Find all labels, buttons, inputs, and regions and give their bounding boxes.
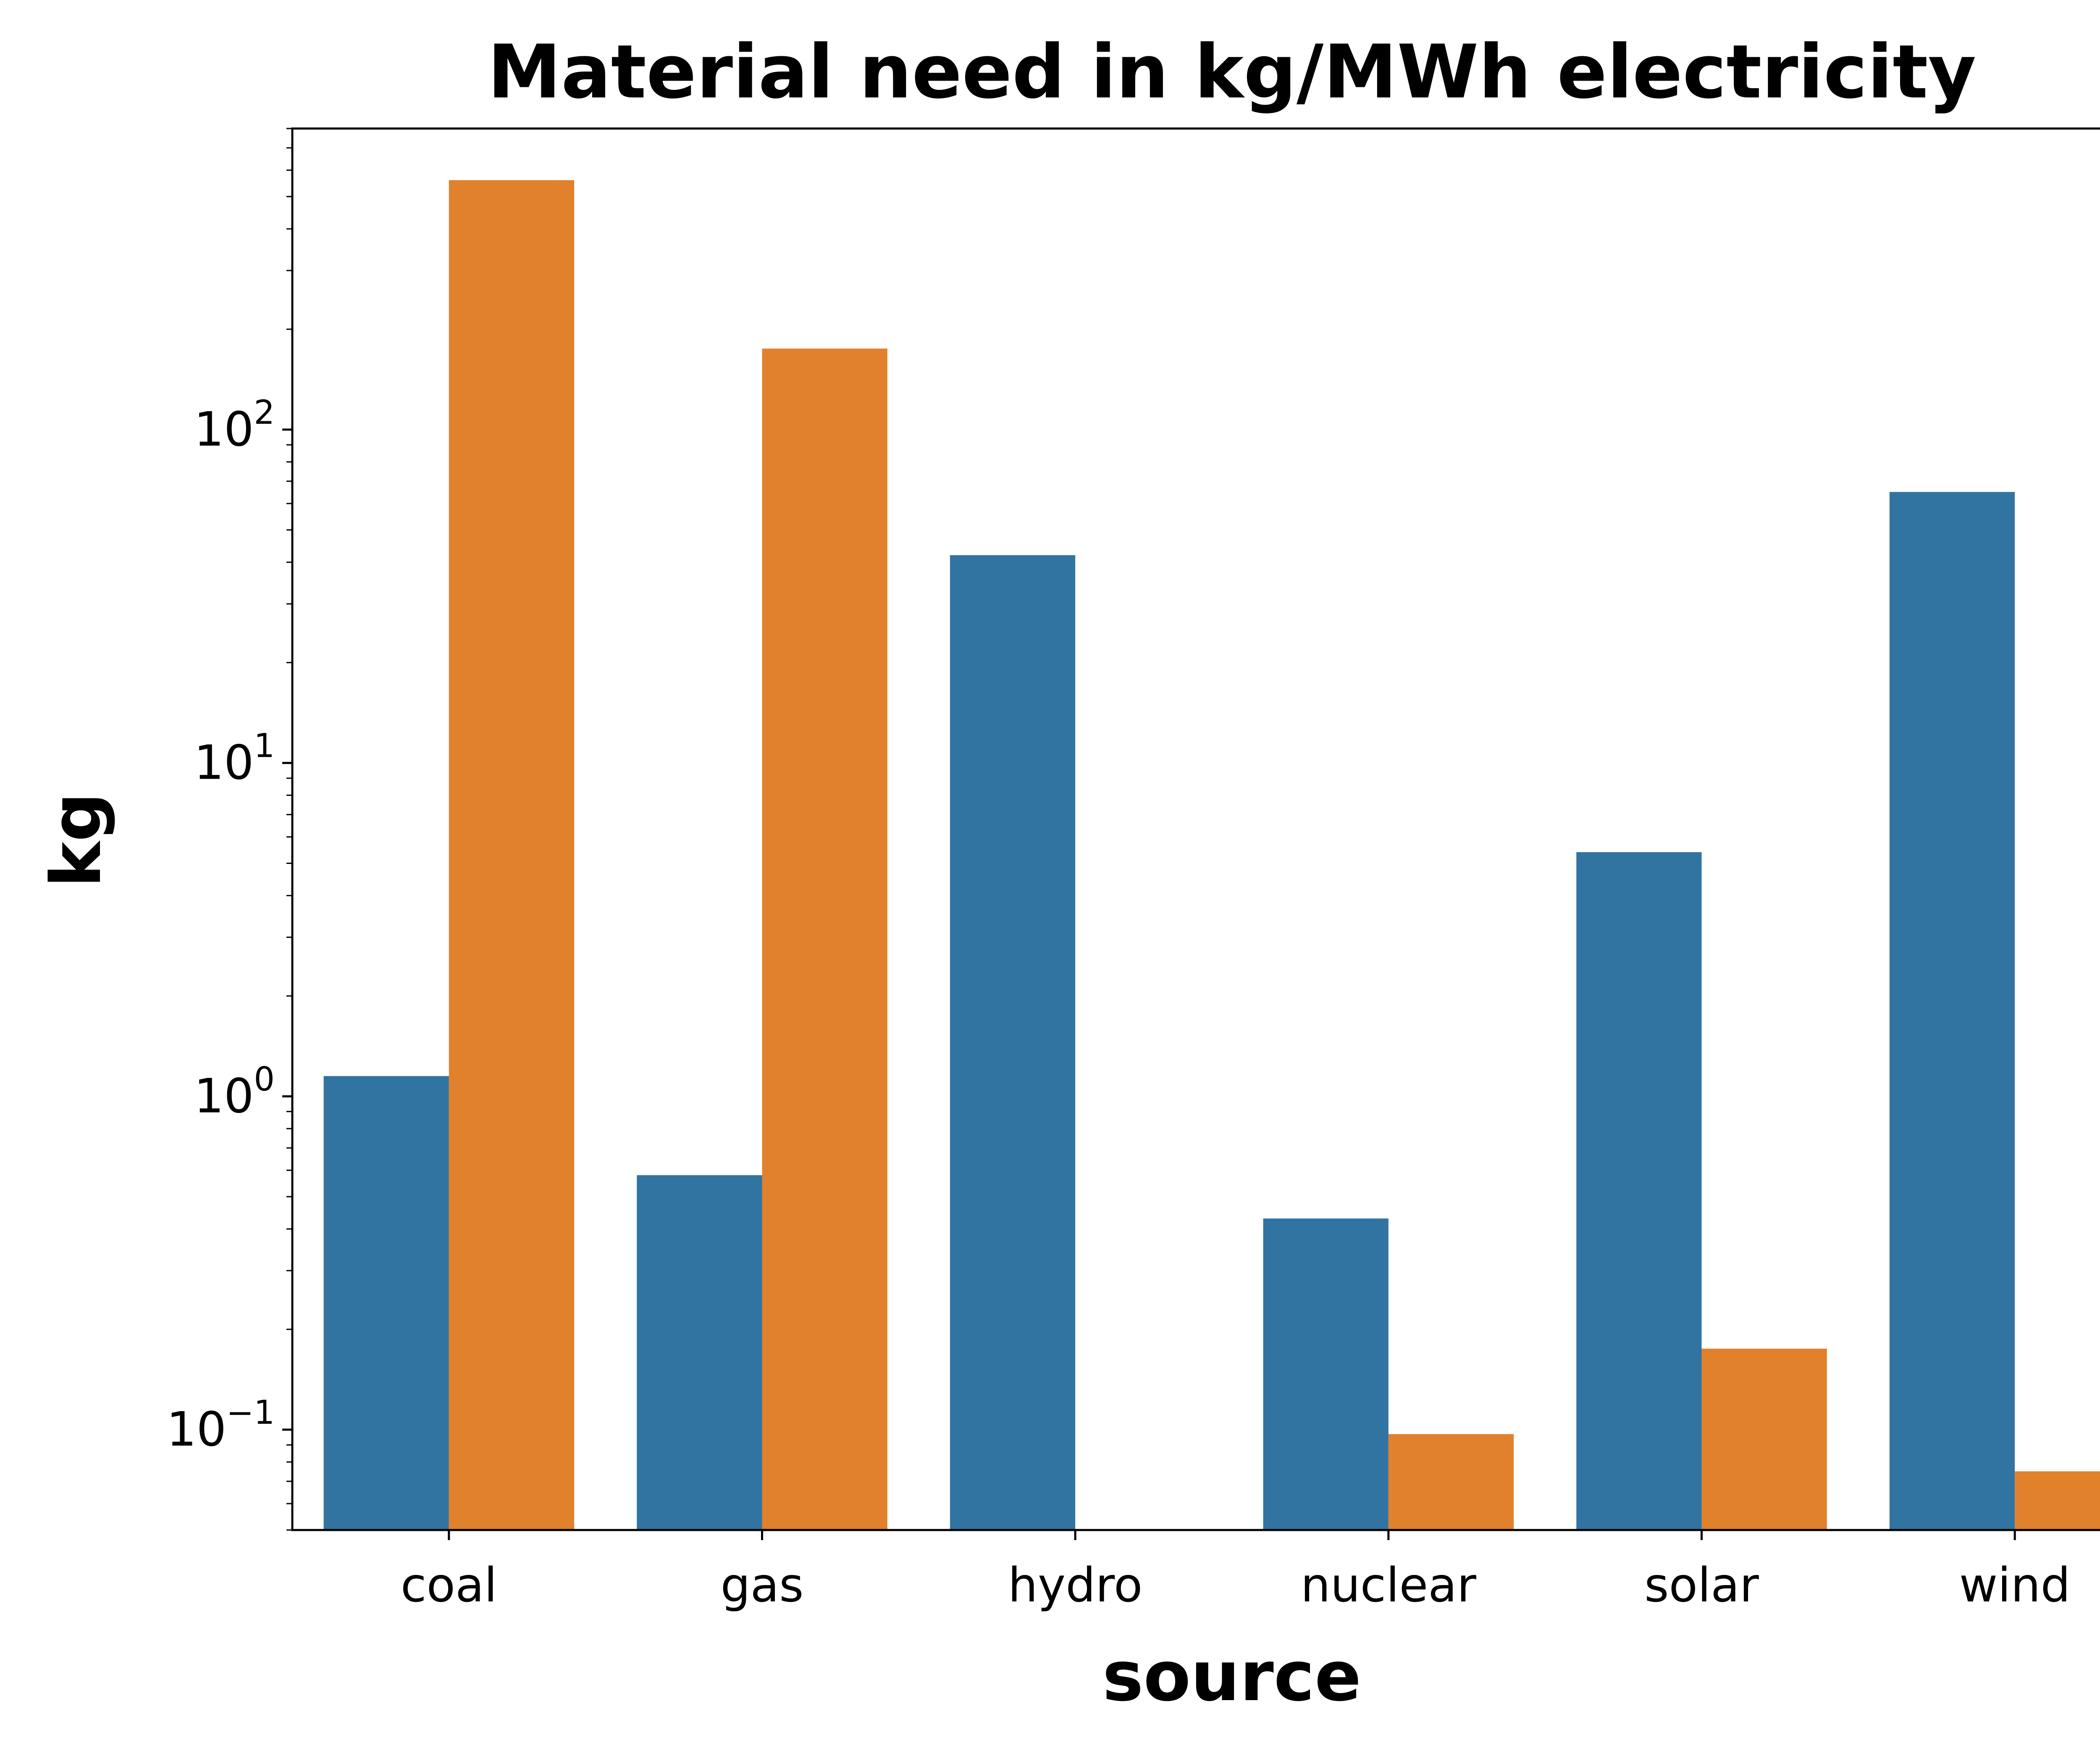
plot-frame <box>291 127 2100 1531</box>
y-axis-ticks: 10−1 100 101 102 <box>167 128 292 1531</box>
bar-coal-1 <box>323 1076 449 1530</box>
y-axis-label: kg <box>36 793 116 887</box>
bar-gas-1 <box>637 1175 762 1530</box>
y-tick-label: 101 <box>194 727 275 790</box>
bar-solar-1 <box>1576 852 1702 1530</box>
x-tick-label-hydro: hydro <box>1008 1558 1142 1613</box>
bar-nuclear-1 <box>1263 1218 1389 1530</box>
bar-nuclear-2 <box>1388 1434 1514 1530</box>
x-axis-ticks: coal gas hydro nuclear solar wind <box>401 1530 2071 1613</box>
bars-layer <box>323 180 2100 1530</box>
x-axis-label: source <box>1102 1636 1361 1717</box>
x-tick-label-coal: coal <box>401 1558 497 1613</box>
chart-title: Material need in kg/MWh electricity <box>488 29 1976 115</box>
x-tick-label-solar: solar <box>1644 1558 1759 1613</box>
x-tick-label-wind: wind <box>1959 1558 2071 1613</box>
bar-gas-2 <box>762 348 887 1530</box>
x-tick-label-nuclear: nuclear <box>1301 1558 1477 1613</box>
bar-solar-2 <box>1701 1349 1827 1530</box>
y-tick-label: 102 <box>194 394 275 457</box>
y-tick-label: 10−1 <box>167 1394 275 1457</box>
bar-wind-1 <box>1889 492 2015 1530</box>
bar-wind-2 <box>2015 1471 2100 1530</box>
bar-hydro-1 <box>950 555 1076 1530</box>
x-tick-label-gas: gas <box>720 1558 803 1613</box>
bar-coal-2 <box>449 180 575 1530</box>
y-tick-label: 100 <box>194 1060 275 1123</box>
